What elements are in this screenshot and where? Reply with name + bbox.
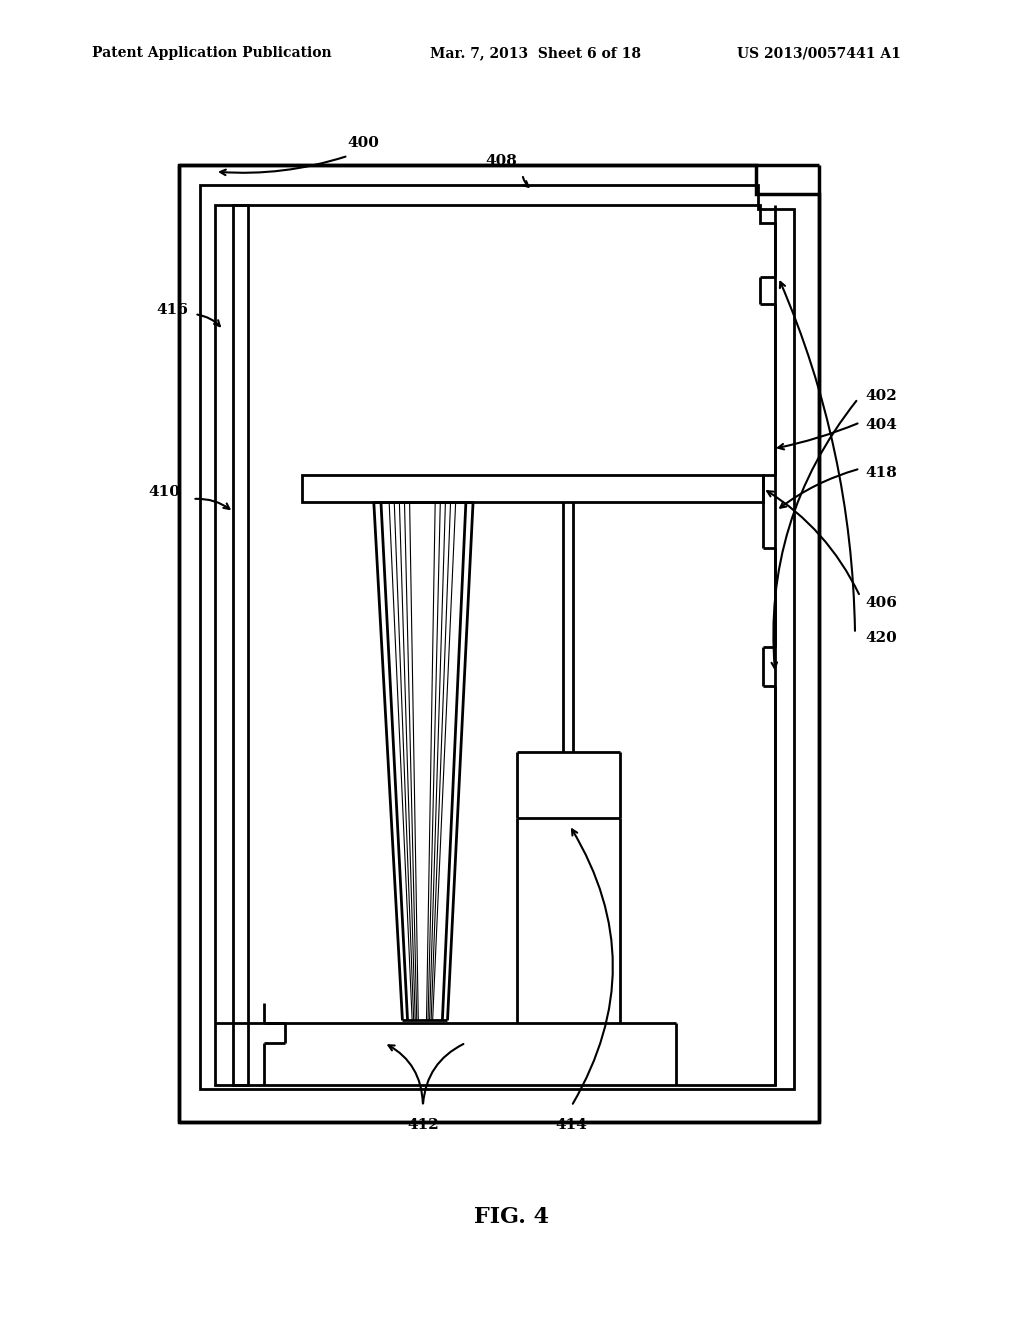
Text: FIG. 4: FIG. 4 bbox=[474, 1206, 550, 1228]
Text: 400: 400 bbox=[347, 136, 380, 149]
Text: 418: 418 bbox=[865, 466, 897, 479]
Text: 414: 414 bbox=[555, 1118, 588, 1131]
Text: 412: 412 bbox=[407, 1118, 439, 1131]
Text: Mar. 7, 2013  Sheet 6 of 18: Mar. 7, 2013 Sheet 6 of 18 bbox=[430, 46, 641, 61]
Text: 404: 404 bbox=[865, 418, 897, 432]
Text: 416: 416 bbox=[156, 304, 188, 317]
Text: 406: 406 bbox=[865, 597, 897, 610]
Text: US 2013/0057441 A1: US 2013/0057441 A1 bbox=[737, 46, 901, 61]
Text: 402: 402 bbox=[865, 389, 897, 403]
Text: 410: 410 bbox=[147, 486, 180, 499]
Text: Patent Application Publication: Patent Application Publication bbox=[92, 46, 332, 61]
Text: 420: 420 bbox=[865, 631, 897, 644]
Text: 408: 408 bbox=[485, 154, 518, 168]
